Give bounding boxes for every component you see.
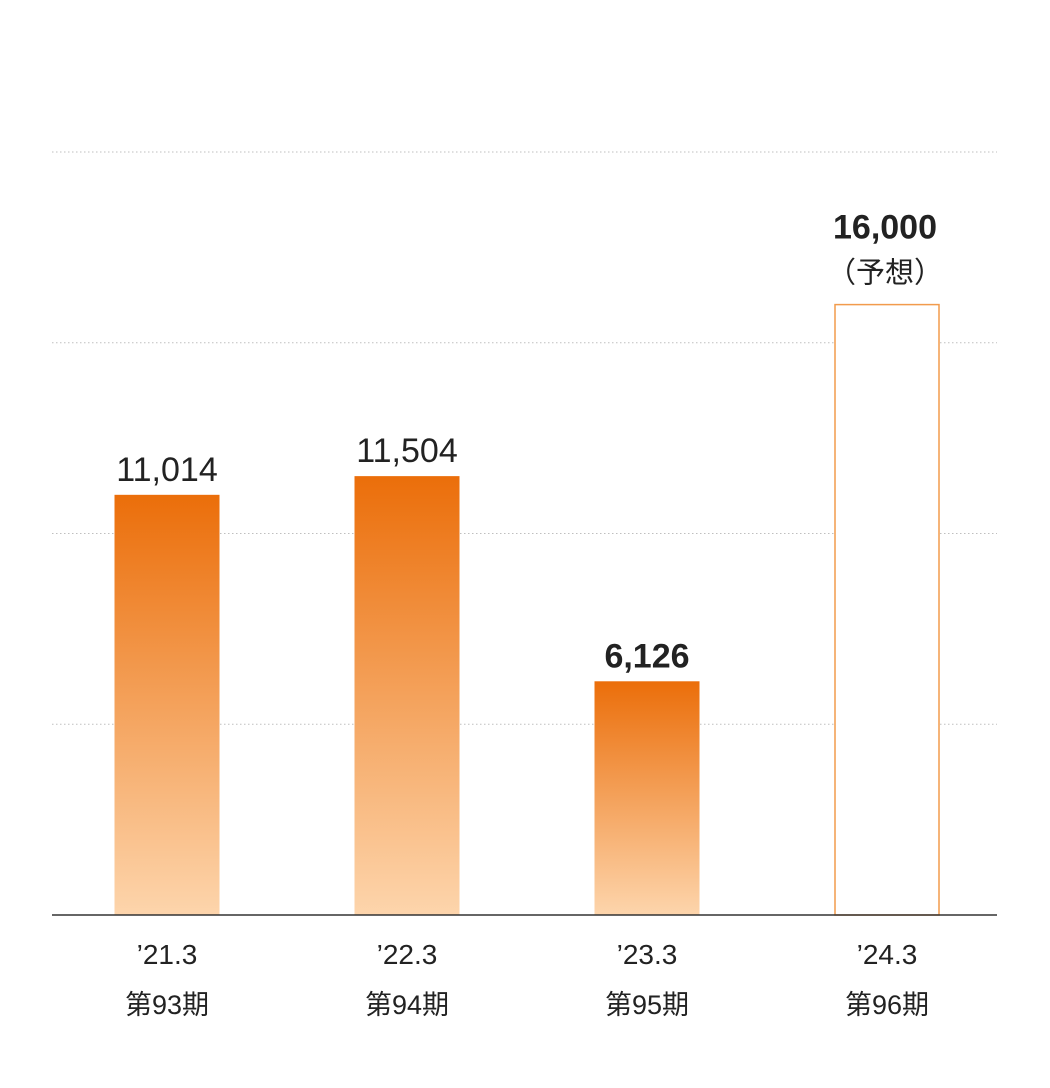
forecast-note: （予想） <box>827 257 943 290</box>
forecast-label-bg <box>805 209 969 300</box>
x-tick-label-2: ’23.3 <box>617 939 678 970</box>
period-label-2: 第95期 <box>605 990 689 1020</box>
bar-1 <box>354 476 460 915</box>
bar-3 <box>834 303 940 916</box>
value-label-2: 6,126 <box>604 637 689 675</box>
value-label-3: 16,000 <box>833 209 937 247</box>
period-label-1: 第94期 <box>365 990 449 1020</box>
value-label-1: 11,504 <box>356 432 457 470</box>
bars <box>114 303 940 916</box>
x-tick-label-0: ’21.3 <box>137 939 198 970</box>
bar-0 <box>114 494 220 915</box>
period-label-3: 第96期 <box>845 990 929 1020</box>
x-tick-label-1: ’22.3 <box>377 939 438 970</box>
labels: 11,014 ’21.3 第93期 11,504 ’22.3 第94期 6,126 ’23.3… <box>116 209 969 1020</box>
period-label-0: 第93期 <box>125 990 209 1020</box>
x-tick-label-3: ’24.3 <box>857 939 918 970</box>
bar-2 <box>594 681 700 915</box>
value-label-0: 11,014 <box>116 451 217 489</box>
